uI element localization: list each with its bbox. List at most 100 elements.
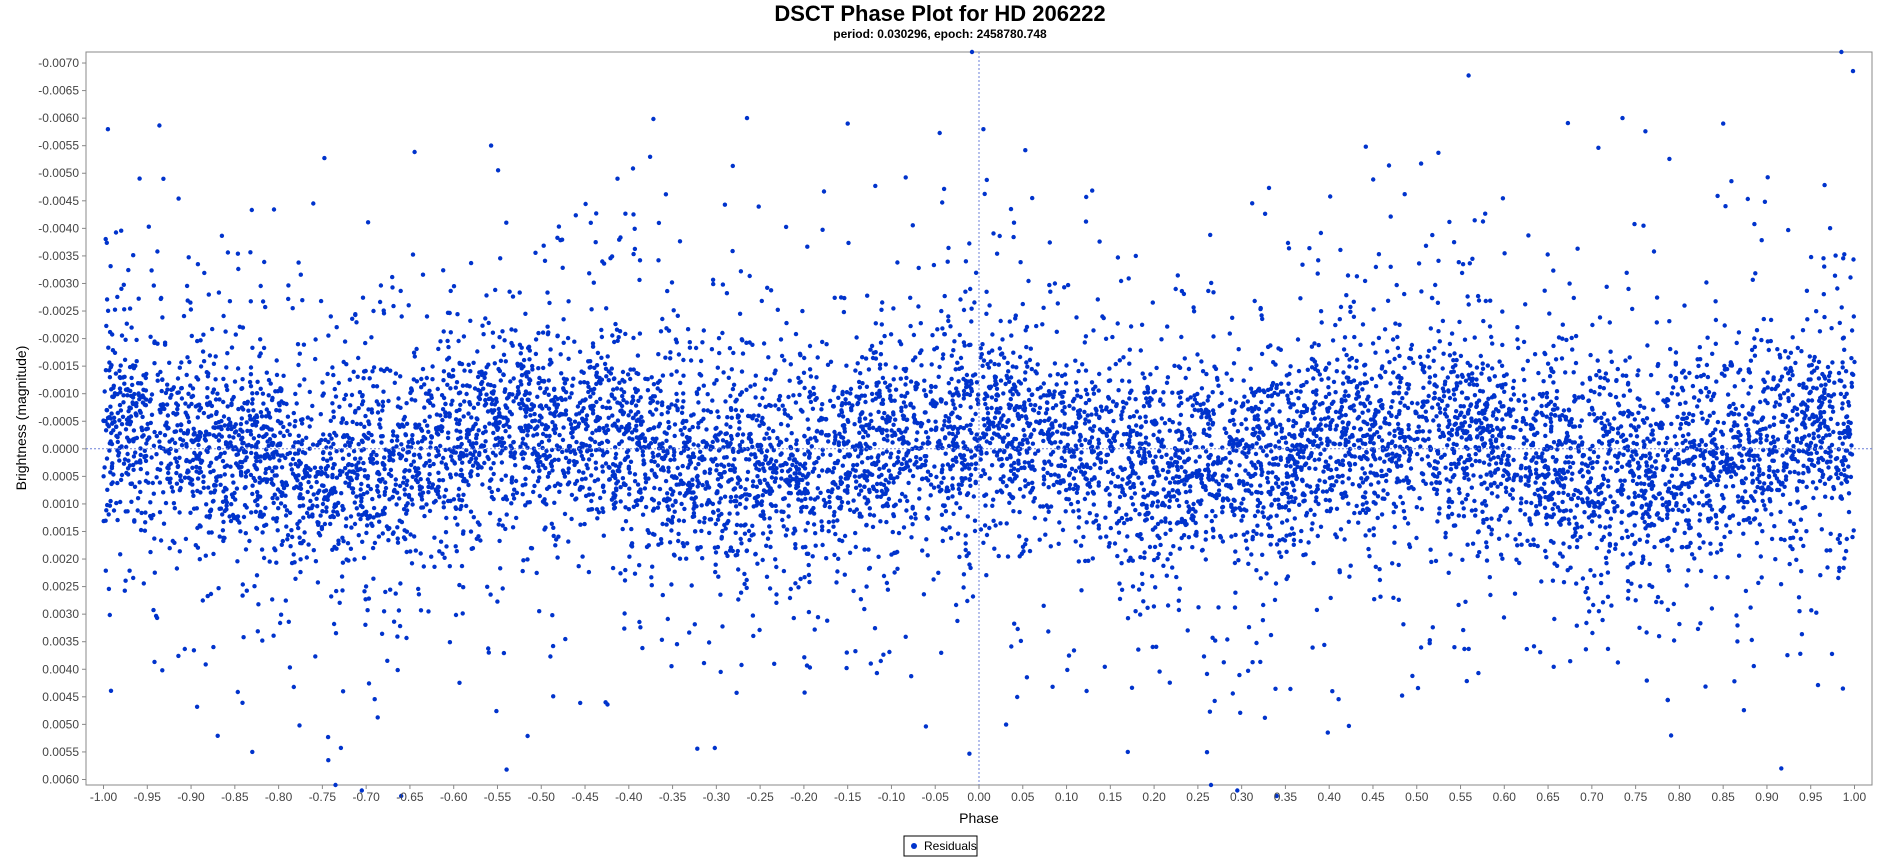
data-point [1333,409,1339,415]
data-point [1421,437,1426,442]
data-point [677,491,683,496]
data-point [595,350,601,356]
data-point [1336,697,1341,702]
data-point [1391,501,1397,506]
data-point [440,417,445,423]
data-point [1199,415,1204,420]
data-point [1694,374,1700,380]
data-point [1351,314,1357,319]
data-point [165,382,170,387]
data-point [1256,406,1262,412]
data-point [674,642,680,647]
data-point [1127,415,1133,420]
data-point [1704,482,1709,488]
data-point [1224,430,1229,436]
data-point [226,416,231,422]
data-point [500,586,505,591]
data-point [1278,422,1283,427]
data-point [230,473,235,478]
data-point [1443,407,1448,412]
data-point [1822,376,1828,381]
data-point [961,388,967,394]
data-point [1041,381,1047,386]
data-point [1232,605,1238,610]
data-point [1435,519,1440,524]
data-point [939,512,945,517]
data-point [1429,295,1435,301]
data-point [1178,412,1184,418]
data-point [572,462,577,468]
data-point [438,443,443,449]
data-point [418,608,424,613]
data-point [1480,366,1486,371]
data-point [636,398,641,403]
data-point [671,552,677,557]
data-point [1775,437,1781,442]
data-point [461,478,466,484]
data-point [1157,669,1162,674]
data-point [1452,397,1458,402]
data-point [798,407,804,413]
data-point [1785,424,1791,429]
data-point [149,392,155,397]
data-point [443,462,448,467]
data-point [445,338,450,344]
data-point [513,463,518,468]
data-point [753,551,758,557]
data-point [1464,678,1470,684]
data-point [1322,447,1327,452]
data-point [926,506,931,511]
data-point [485,409,491,414]
data-point [857,514,862,519]
data-point [258,410,264,415]
data-point [999,416,1004,421]
data-point [1406,426,1411,432]
data-point [787,378,792,383]
data-point [1846,464,1851,469]
data-point [731,487,736,492]
data-point [435,484,441,490]
data-point [1728,529,1733,535]
data-point [1174,497,1180,503]
data-point [1379,468,1384,473]
data-point [718,669,723,675]
data-point [213,354,218,359]
data-point [448,386,453,391]
data-point [483,439,488,444]
data-point [673,337,679,342]
data-point [1552,402,1558,408]
data-point [1560,322,1566,327]
data-point [740,439,745,444]
data-point [1056,474,1061,479]
data-point [872,626,878,631]
data-point [658,537,664,542]
data-point [637,258,643,263]
data-point [297,504,302,509]
data-point [733,407,739,413]
data-point [1284,518,1290,523]
data-point [1333,427,1338,432]
data-point [952,339,957,344]
data-point [196,442,201,448]
data-point [1435,402,1441,407]
data-point [1539,579,1544,584]
data-point [393,482,398,487]
data-point [1436,423,1442,428]
data-point [679,410,685,415]
data-point [1647,561,1653,567]
data-point [1062,458,1068,463]
data-point [120,414,126,419]
data-point [122,381,127,386]
data-point [1367,400,1373,406]
data-point [1298,296,1303,301]
data-point [1254,441,1259,446]
data-point [426,609,431,614]
data-point [1570,347,1575,352]
data-point [1762,379,1767,385]
data-point [117,375,123,380]
data-point [1051,482,1056,488]
data-point [1590,630,1595,636]
data-point [453,472,459,477]
data-point [1800,506,1805,511]
data-point [281,373,286,378]
